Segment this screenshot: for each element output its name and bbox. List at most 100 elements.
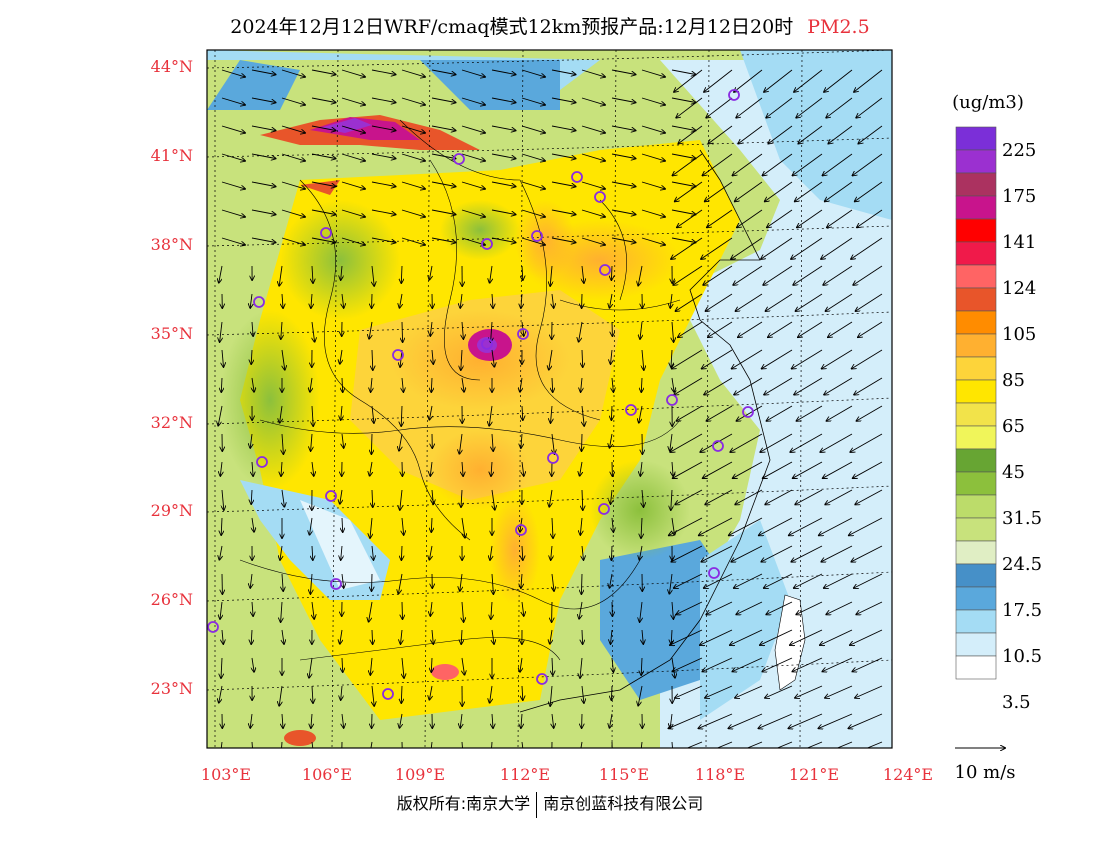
wind-arrow [708, 125, 733, 144]
wind-arrow [823, 461, 853, 478]
wind-arrow [704, 69, 733, 92]
wind-arrow [251, 489, 252, 504]
wind-arrow [582, 433, 583, 451]
wind-arrow [795, 489, 823, 505]
wind-arrow [281, 209, 305, 217]
wind-arrow [252, 517, 254, 532]
wind-arrow [674, 377, 703, 395]
wind-arrow [431, 237, 456, 243]
wind-arrow [521, 713, 522, 728]
wind-arrow [852, 349, 883, 369]
wind-arrow [491, 321, 492, 342]
wind-arrow [431, 657, 432, 672]
legend-color-box [955, 241, 997, 266]
wind-arrow [700, 433, 733, 452]
wind-arrow [671, 153, 696, 159]
wind-arrow [582, 405, 584, 426]
wind-arrow [796, 97, 823, 118]
wind-arrow [401, 629, 403, 644]
wind-arrow [311, 181, 336, 187]
wind-arrow [250, 713, 252, 728]
wind-arrow [341, 153, 365, 161]
wind-arrow [520, 377, 522, 392]
wind-arrow [819, 517, 853, 535]
lon-label: 124°E [883, 765, 933, 784]
wind-arrow [853, 265, 883, 285]
wind-arrow [580, 657, 582, 678]
wind-arrow [611, 181, 636, 187]
wind-arrow [221, 657, 222, 678]
wind-arrow [520, 657, 522, 672]
wind-arrow [431, 517, 432, 532]
wind-arrow [612, 377, 613, 392]
wind-arrow [836, 741, 853, 748]
wind-arrow [670, 293, 672, 308]
wind-arrow [760, 629, 793, 645]
wind-arrow [581, 125, 605, 133]
wind-arrow [489, 405, 492, 426]
wind-arrow [791, 545, 823, 562]
wind-arrow [762, 657, 793, 672]
legend-label: 10.5 [1002, 646, 1042, 667]
wind-arrow [371, 97, 396, 103]
wind-arrow [611, 545, 612, 560]
wind-arrow [521, 209, 545, 217]
wind-arrow [402, 321, 403, 342]
wind-arrow [372, 545, 374, 560]
wind-arrow [735, 181, 763, 201]
lon-label: 121°E [789, 765, 839, 784]
wind-arrow [549, 349, 553, 370]
wind-arrow [823, 153, 853, 176]
wind-arrow [251, 629, 252, 644]
wind-arrow [341, 209, 365, 217]
wind-arrow [429, 545, 432, 560]
wind-arrow [370, 517, 372, 538]
wind-arrow [763, 153, 793, 176]
wind-arrow [429, 685, 432, 700]
wind-arrow [252, 321, 253, 336]
wind-arrow [580, 517, 582, 535]
wind-arrow [460, 573, 462, 591]
wind-arrow [432, 629, 433, 644]
wind-arrow [432, 489, 433, 504]
wind-arrow [731, 237, 763, 259]
wind-arrow [282, 433, 283, 454]
wind-arrow [521, 237, 545, 245]
wind-arrow [341, 545, 342, 560]
legend-color-box [955, 310, 997, 335]
wind-arrow [312, 601, 314, 619]
wind-arrow [828, 321, 853, 337]
wind-arrow [251, 69, 276, 75]
wind-arrow [856, 601, 883, 614]
wind-arrow [430, 321, 432, 336]
wind-arrow [824, 377, 853, 395]
wind-arrow [581, 573, 582, 594]
wind-arrow [521, 153, 545, 161]
wind-arrow [221, 153, 245, 161]
wind-arrow [460, 713, 462, 728]
wind-arrow [671, 97, 696, 103]
wind-arrow [491, 601, 492, 619]
wind-arrow [401, 209, 425, 217]
wind-arrow [798, 125, 823, 144]
wind-arrow [281, 741, 283, 748]
wind-arrow [765, 685, 793, 698]
wind-arrow [767, 209, 793, 227]
wind-arrow [341, 97, 365, 105]
legend-color-box [955, 517, 997, 542]
wind-arrow [219, 685, 223, 703]
wind-arrow [252, 601, 253, 616]
wind-arrow [461, 153, 485, 161]
wind-arrow [521, 433, 522, 448]
wind-arrow [766, 601, 793, 614]
wind-arrow [792, 349, 823, 369]
wind-arrow [776, 741, 793, 748]
wind-arrow [611, 237, 636, 243]
wind-arrow [698, 713, 733, 728]
wind-arrow [581, 181, 605, 189]
legend-color-box [955, 195, 997, 220]
wind-arrow [765, 181, 793, 201]
wind-arrow [492, 349, 494, 367]
wind-arrow [707, 209, 733, 227]
wind-arrow [401, 741, 403, 748]
